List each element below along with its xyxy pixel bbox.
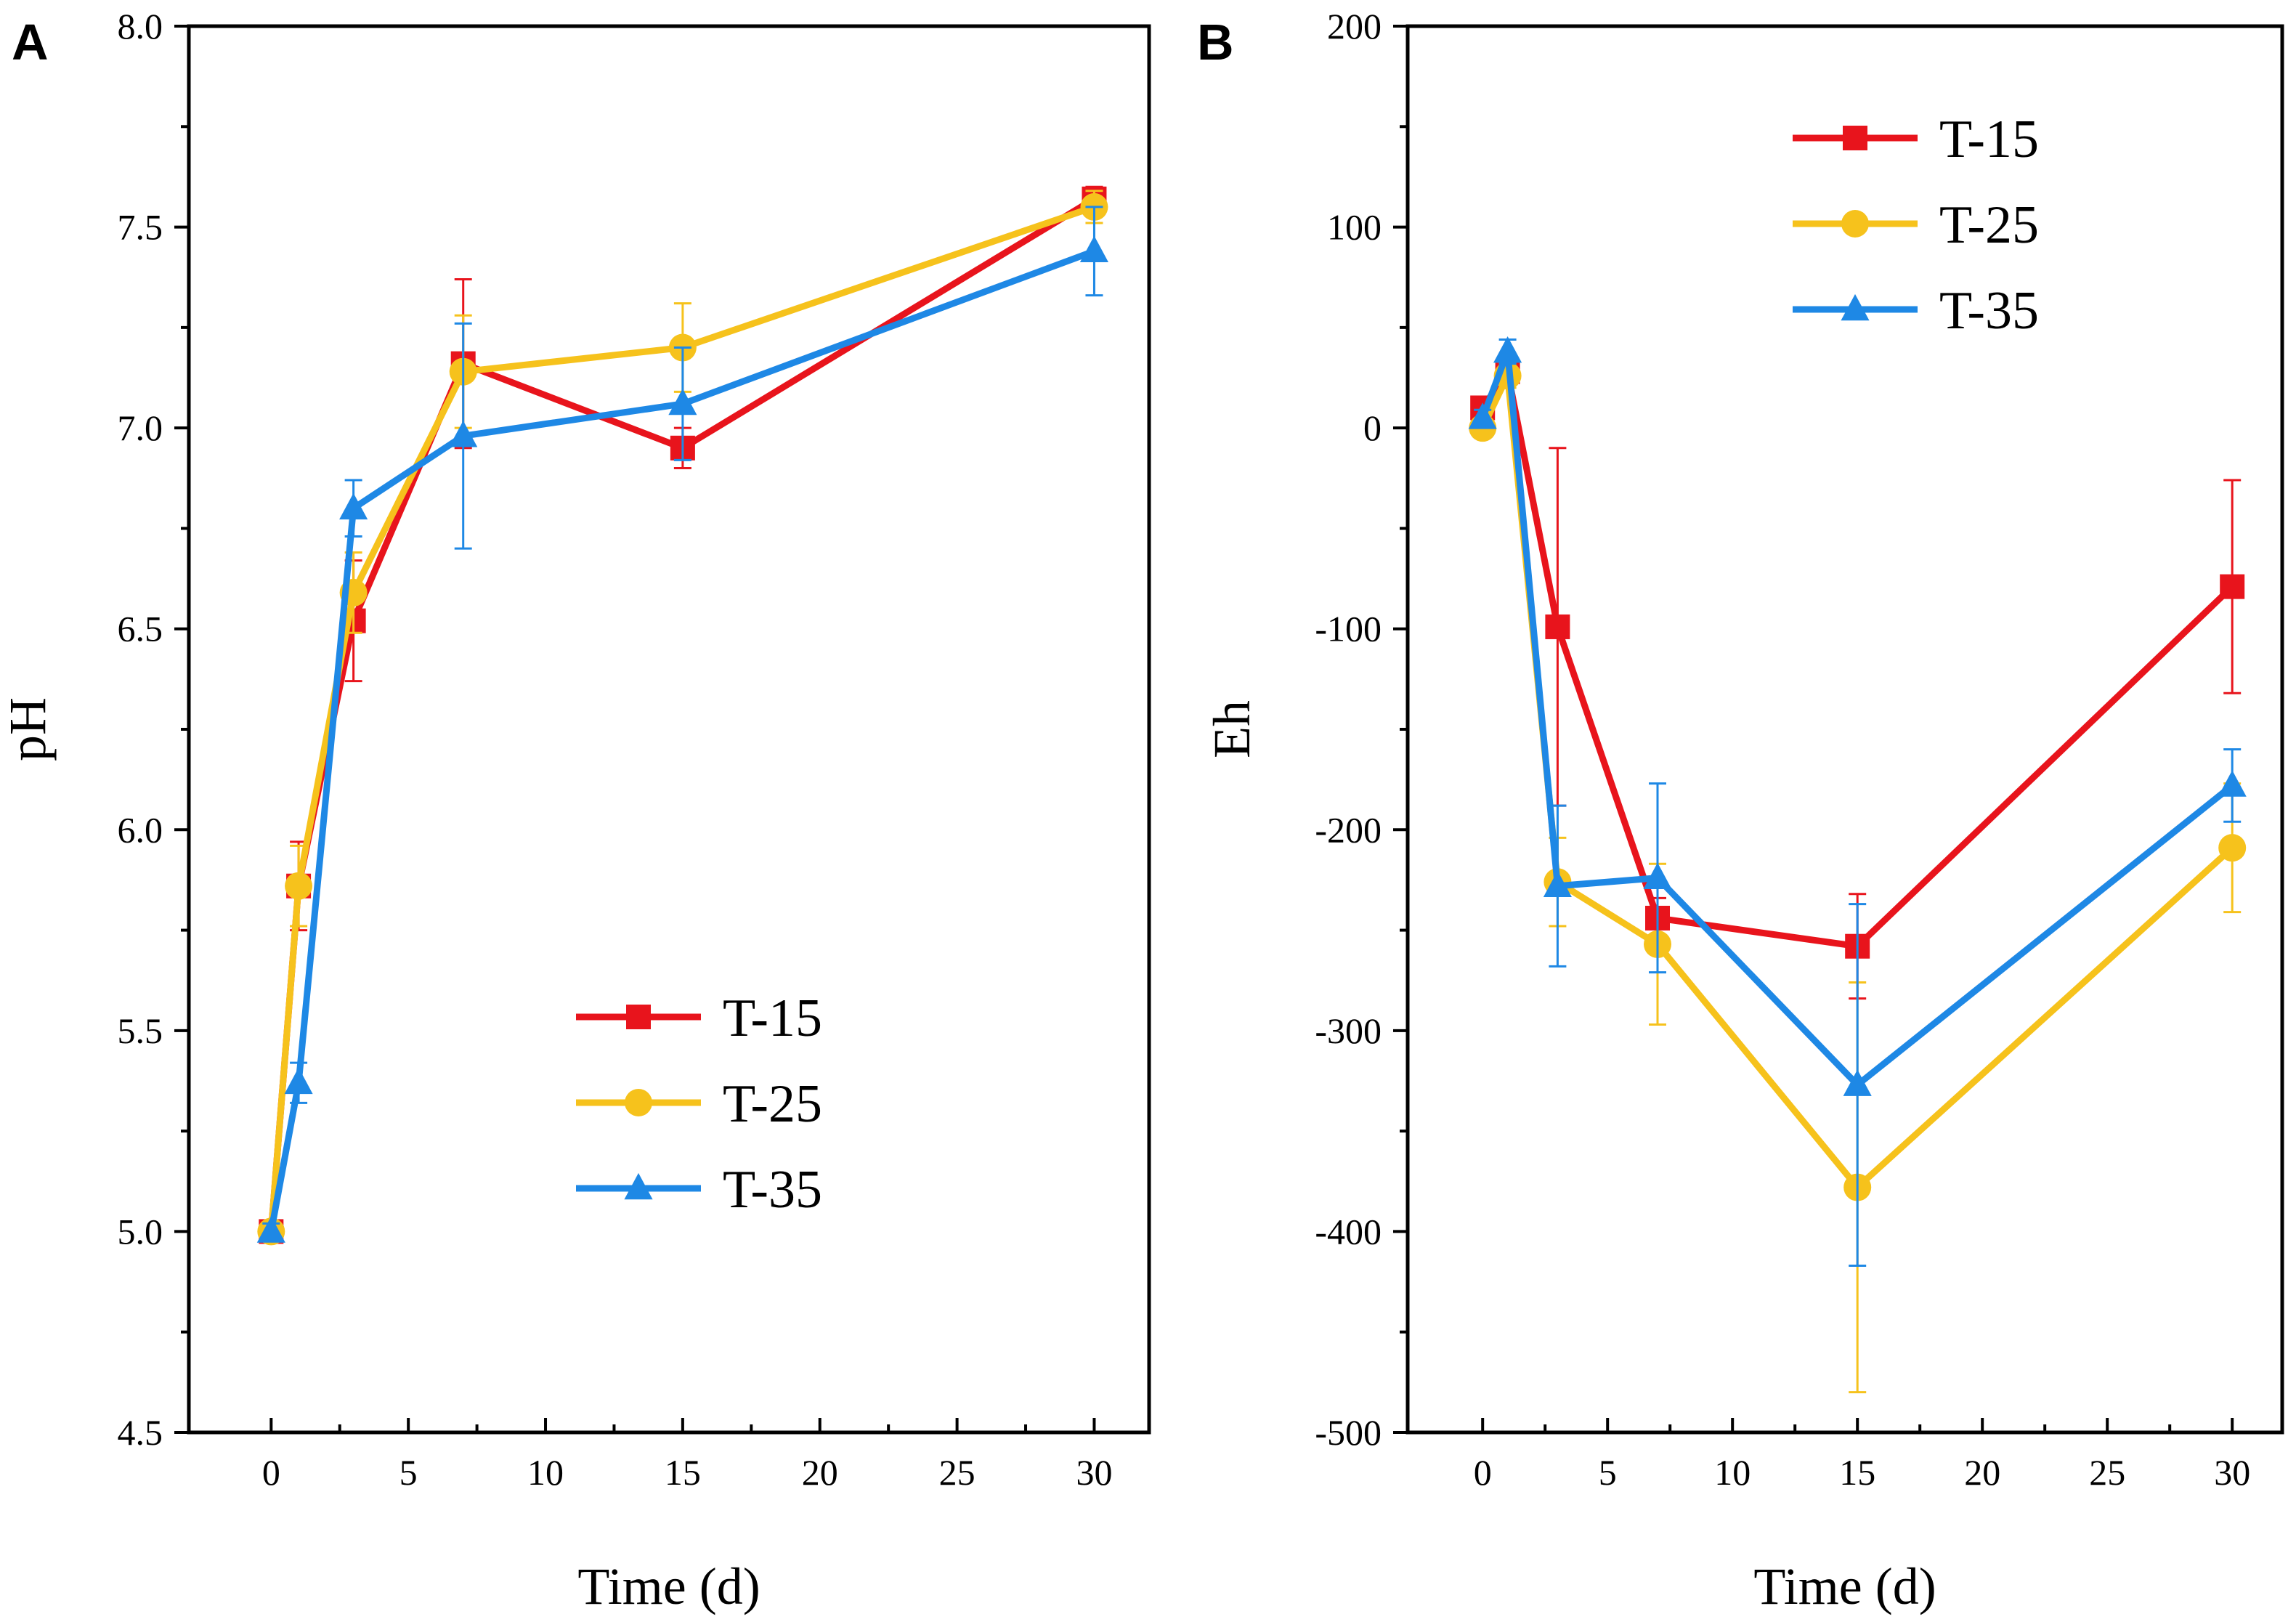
y-tick-label-b--300: -300 — [1315, 1010, 1382, 1051]
y-tick-label-b-200: 200 — [1327, 6, 1382, 46]
y-tick-label-b--100: -100 — [1315, 609, 1382, 649]
panel-letter-b: B — [1197, 14, 1234, 70]
legend-label-a-t-15: T-15 — [723, 989, 822, 1048]
point-b-t-35-1 — [1493, 336, 1522, 363]
y-tick-label-b-100: 100 — [1327, 207, 1382, 248]
point-b-t-35-5 — [2218, 770, 2247, 797]
y-tick-label-a-5-5: 5.5 — [118, 1010, 163, 1051]
point-a-t-35-2 — [339, 492, 368, 520]
legend-label-a-t-25: T-25 — [723, 1074, 822, 1134]
point-a-t-35-5 — [1079, 235, 1109, 263]
x-tick-label-a-25: 25 — [939, 1452, 975, 1493]
legend-label-b-t-25: T-25 — [1939, 195, 2039, 255]
y-tick-label-b--400: -400 — [1315, 1211, 1382, 1252]
series-line-a-t-25 — [267, 203, 1095, 1232]
series-line-a-t-35 — [267, 248, 1096, 1233]
point-a-t-35-1 — [284, 1067, 313, 1095]
y-tick-label-a-7: 7.0 — [118, 407, 163, 448]
legend-label-a-t-35: T-35 — [723, 1160, 822, 1220]
x-tick-label-b-5: 5 — [1599, 1452, 1617, 1493]
y-axis-title-a: pH — [0, 697, 57, 761]
chart-panel-a: 0 5 10 15 20 25 30 4.5 5.0 5.5 6.0 6.5 7.0 7.5 8.0 Time… — [0, 6, 1151, 1615]
point-b-t-35-0 — [1468, 402, 1497, 429]
series-line-b-t-15 — [1480, 368, 2235, 950]
x-tick-label-a-0: 0 — [262, 1452, 280, 1493]
y-tick-label-a-8: 8.0 — [118, 6, 163, 46]
y-tick-label-a-5: 5.0 — [118, 1211, 163, 1252]
point-b-t-25-5 — [2218, 834, 2247, 862]
y-tick-label-a-6-5: 6.5 — [118, 609, 163, 649]
legend-marker-a-t-25 — [625, 1089, 652, 1116]
point-b-t-35-4 — [1843, 1069, 1872, 1096]
x-tick-label-b-30: 30 — [2214, 1452, 2250, 1493]
y-tick-label-a-6: 6.0 — [118, 809, 163, 850]
y-tick-label-b-0: 0 — [1363, 407, 1382, 448]
legend-marker-b-t-25 — [1841, 210, 1869, 238]
y-tick-label-b--200: -200 — [1315, 809, 1382, 850]
point-a-t-35-4 — [668, 388, 697, 415]
x-tick-label-b-0: 0 — [1474, 1452, 1492, 1493]
point-a-t-35-0 — [256, 1216, 285, 1243]
point-b-t-15-5 — [2220, 574, 2245, 599]
point-b-t-35-3 — [1643, 862, 1672, 889]
y-axis-title-b: Eh — [1203, 700, 1261, 758]
x-axis-title-b: Time (d) — [1753, 1557, 1936, 1615]
x-tick-label-a-15: 15 — [665, 1452, 701, 1493]
legend-marker-a-t-35 — [624, 1172, 653, 1200]
y-tick-label-a-4-5: 4.5 — [118, 1412, 163, 1453]
chart-panel-b: 0 5 10 15 20 25 30 -500 -400 -300 -200 -100 0 100 200 T… — [1203, 6, 2284, 1615]
x-axis-title-a: Time (d) — [577, 1557, 760, 1615]
x-tick-label-a-10: 10 — [527, 1452, 564, 1493]
x-tick-label-a-20: 20 — [802, 1452, 838, 1493]
legend-marker-b-t-35 — [1841, 293, 1870, 321]
legend-label-b-t-15: T-15 — [1939, 110, 2039, 169]
legend-marker-b-t-15 — [1843, 126, 1867, 150]
plot-frame-b — [1405, 24, 2284, 1435]
legend-marker-a-t-15 — [626, 1005, 651, 1029]
point-b-t-15-2 — [1545, 614, 1570, 639]
point-a-t-25-1 — [285, 872, 313, 900]
legend-label-b-t-35: T-35 — [1939, 281, 2039, 341]
y-tick-label-b--500: -500 — [1315, 1412, 1382, 1453]
point-a-t-35-3 — [449, 421, 478, 447]
x-tick-label-b-15: 15 — [1839, 1452, 1875, 1493]
x-tick-label-b-10: 10 — [1714, 1452, 1751, 1493]
panel-letter-a: A — [12, 14, 49, 70]
x-tick-label-a-5: 5 — [399, 1452, 418, 1493]
y-tick-label-a-7-5: 7.5 — [118, 207, 163, 248]
point-b-t-35-2 — [1543, 870, 1572, 898]
x-tick-label-b-25: 25 — [2089, 1452, 2125, 1493]
x-tick-label-a-30: 30 — [1076, 1452, 1112, 1493]
x-tick-label-b-20: 20 — [1964, 1452, 2000, 1493]
